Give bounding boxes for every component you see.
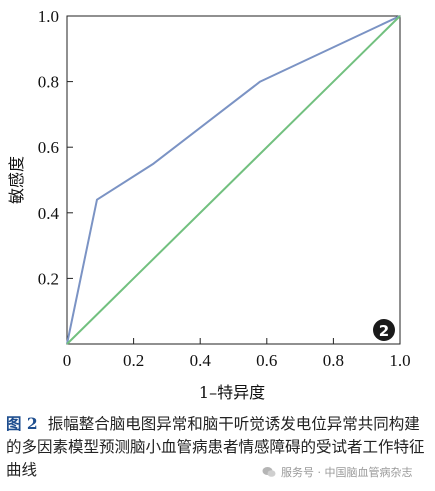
x-tick-label: 0.6	[256, 351, 277, 370]
x-tick-label: 0.2	[123, 351, 144, 370]
x-tick-label: 0.4	[190, 351, 212, 370]
y-axis-title: 敏感度	[7, 156, 26, 204]
roc-chart-svg: 0 0.2 0.4 0.6 0.8 1.00.20.40.60.81.0 2 1–特异度 …	[7, 7, 411, 402]
y-tick-label: 1.0	[38, 7, 59, 26]
y-tick-label: 0.8	[38, 73, 59, 92]
wechat-icon	[262, 466, 276, 478]
roc-curve-line	[66, 15, 401, 345]
figure-caption: 图 2 振幅整合脑电图异常和脑干听觉诱发电位异常共同构建的多因素模型预测脑小血管病…	[6, 412, 431, 482]
x-tick-label: 0	[63, 351, 72, 370]
x-tick-label: 1.0	[389, 351, 410, 370]
panel-badge: 2	[373, 319, 395, 341]
figure-label: 图 2	[6, 414, 38, 433]
y-tick-label: 0.4	[38, 204, 60, 223]
figure-caption-text: 振幅整合脑电图异常和脑干听觉诱发电位异常共同构建的多因素模型预测脑小血管病患者情…	[6, 415, 425, 479]
y-tick-label: 0.2	[38, 269, 59, 288]
watermark: 服务号 · 中国脑血管病杂志	[262, 464, 413, 480]
roc-chart: 0 0.2 0.4 0.6 0.8 1.0 0.2 0.4 0.6 0.8 1.0 2 1–特异度 …	[7, 7, 411, 402]
x-tick-label: 0.8	[323, 351, 344, 370]
panel-badge-label: 2	[379, 322, 389, 340]
reference-line	[66, 15, 401, 345]
x-axis-title: 1–特异度	[199, 383, 265, 402]
watermark-text: 服务号 · 中国脑血管病杂志	[281, 466, 413, 479]
plot-frame	[66, 15, 401, 345]
y-tick-label: 0.6	[38, 138, 59, 157]
